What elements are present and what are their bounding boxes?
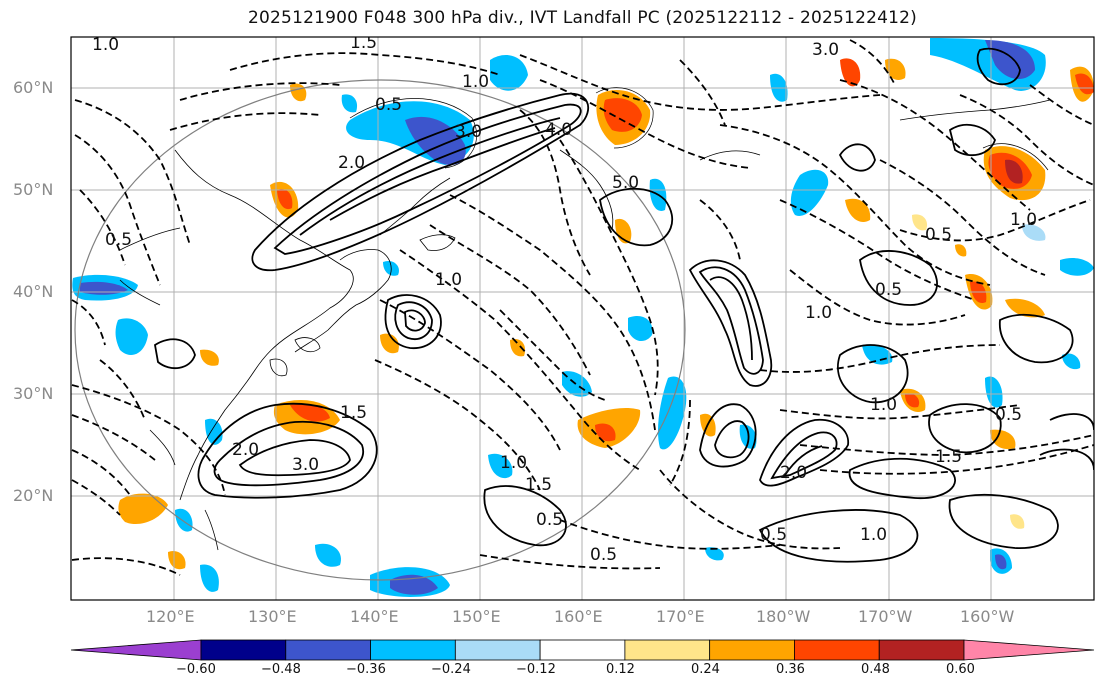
contour-label: 1.0 xyxy=(860,525,887,545)
lon-label: 140°E xyxy=(350,607,399,626)
lat-label: 30°N xyxy=(13,384,54,403)
colorbar-tick-label: −0.36 xyxy=(346,662,386,677)
contour-label: 0.5 xyxy=(375,95,402,115)
colorbar-tick-label: 0.24 xyxy=(691,662,720,677)
contour-label: 2.0 xyxy=(338,153,365,173)
map-area: 1.0 3.0 2.0 0.5 4.0 5.0 3.0 1.5 1.0 0.5 … xyxy=(71,33,1094,600)
contour-label: 1.0 xyxy=(1010,210,1037,230)
contour-label: 1.0 xyxy=(435,270,462,290)
colorbar-tick-label: 0.60 xyxy=(946,662,975,677)
contour-label: 0.5 xyxy=(760,525,787,545)
lon-label: 160°E xyxy=(554,607,603,626)
contour-label: 3.0 xyxy=(292,455,319,475)
contour-label: 1.5 xyxy=(525,475,552,495)
colorbar-segment xyxy=(624,639,711,661)
colorbar-tick-label: −0.60 xyxy=(176,662,216,677)
lat-label: 20°N xyxy=(13,486,54,505)
coastlines xyxy=(119,99,1051,551)
lon-label: 170°E xyxy=(656,607,705,626)
colorbar-segment xyxy=(878,639,965,661)
graticule xyxy=(71,37,1094,600)
colorbar-tick-label: −0.24 xyxy=(431,662,471,677)
lon-label: 170°W xyxy=(858,607,913,626)
colorbar-segment xyxy=(370,639,456,661)
contour-label: 1.0 xyxy=(462,72,489,92)
lon-label: 180°W xyxy=(756,607,811,626)
colorbar-segment xyxy=(794,639,880,661)
colorbar-tick-label: −0.12 xyxy=(516,662,556,677)
contour-label: 4.0 xyxy=(545,120,572,140)
lon-label: 150°E xyxy=(452,607,501,626)
contour-label: 5.0 xyxy=(612,173,639,193)
contour-label: 3.0 xyxy=(812,40,839,60)
colorbar-segment xyxy=(539,639,626,661)
map-title: 2025121900 F048 300 hPa div., IVT Landfa… xyxy=(248,8,917,28)
lon-label: 120°E xyxy=(146,607,195,626)
colorbar-segment xyxy=(285,639,371,661)
lon-label: 130°E xyxy=(248,607,297,626)
colorbar-tick-label: 0.12 xyxy=(606,662,635,677)
contour-label: 1.5 xyxy=(340,403,367,423)
lat-label: 40°N xyxy=(13,282,54,301)
contour-labels: 1.0 3.0 2.0 0.5 4.0 5.0 3.0 1.5 1.0 0.5 … xyxy=(92,33,1037,565)
contour-label: 0.5 xyxy=(105,230,132,250)
contour-label: 0.5 xyxy=(925,225,952,245)
contour-label: 0.5 xyxy=(536,510,563,530)
lat-label: 60°N xyxy=(13,78,54,97)
colorbar-tick-label: 0.48 xyxy=(861,662,890,677)
contour-label: 1.0 xyxy=(500,453,527,473)
colorbar-segment xyxy=(200,639,287,661)
solid-contours xyxy=(154,47,1094,563)
contour-label: 0.5 xyxy=(875,280,902,300)
colorbar-segment xyxy=(454,639,541,661)
radius-circle xyxy=(74,79,686,581)
contour-label: 1.5 xyxy=(935,447,962,467)
contour-label: 3.0 xyxy=(455,122,482,142)
colorbar xyxy=(70,639,1095,661)
colorbar-tick-label: −0.48 xyxy=(261,662,301,677)
contour-label: 0.5 xyxy=(995,405,1022,425)
map-frame xyxy=(70,36,1095,601)
contour-label: 2.0 xyxy=(780,463,807,483)
contour-label: 2.0 xyxy=(232,440,259,460)
contour-label: 1.5 xyxy=(350,33,377,53)
dashed-contours xyxy=(71,39,1094,576)
contour-label: 1.0 xyxy=(870,395,897,415)
colorbar-segment xyxy=(70,639,202,661)
lon-label: 160°W xyxy=(960,607,1015,626)
colorbar-segment xyxy=(963,639,1095,661)
contour-label: 1.0 xyxy=(805,303,832,323)
colorbar-segment xyxy=(709,639,795,661)
contour-label: 1.0 xyxy=(92,35,119,55)
lat-label: 50°N xyxy=(13,180,54,199)
colorbar-tick-label: 0.36 xyxy=(776,662,805,677)
contour-label: 0.5 xyxy=(590,545,617,565)
